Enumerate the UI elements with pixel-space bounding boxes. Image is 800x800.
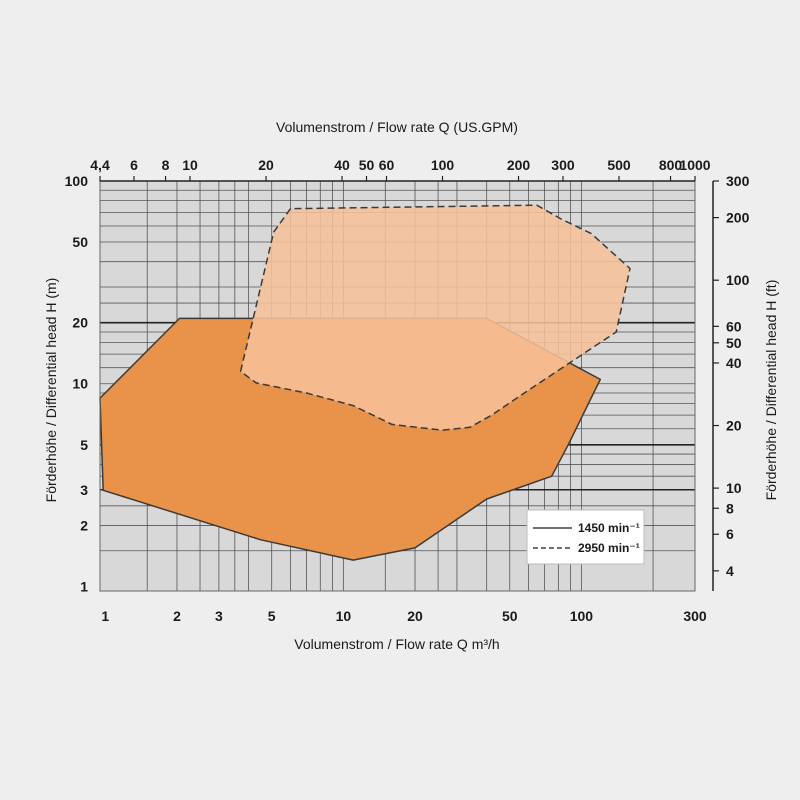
- left-axis-title: Förderhöhe / Differential head H (m): [43, 278, 59, 503]
- x2-tick-label: 10: [182, 157, 198, 173]
- x-tick-label: 1: [101, 608, 109, 624]
- x-tick-label: 3: [215, 608, 223, 624]
- y2-tick-label: 20: [726, 418, 742, 434]
- x2-tick-label: 100: [431, 157, 455, 173]
- y-tick-label: 1: [80, 578, 88, 594]
- x-tick-label: 5: [268, 608, 276, 624]
- y2-tick-label: 10: [726, 480, 742, 496]
- legend-label-1450: 1450 min⁻¹: [578, 521, 640, 535]
- y2-tick-label: 4: [726, 563, 734, 579]
- y2-tick-label: 300: [726, 173, 750, 189]
- y-tick-label: 100: [65, 173, 89, 189]
- x-tick-label: 2: [173, 608, 181, 624]
- x2-tick-label: 300: [551, 157, 575, 173]
- y-tick-label: 5: [80, 437, 88, 453]
- y-tick-label: 3: [80, 482, 88, 498]
- x2-tick-label: 500: [607, 157, 631, 173]
- x-tick-label: 100: [570, 608, 594, 624]
- x2-tick-label: 8: [162, 157, 170, 173]
- x-tick-label: 20: [407, 608, 423, 624]
- x2-tick-label: 800: [659, 157, 683, 173]
- x2-tick-label: 60: [379, 157, 395, 173]
- x-tick-label: 50: [502, 608, 518, 624]
- y-tick-label: 20: [72, 315, 88, 331]
- bottom-axis-title: Volumenstrom / Flow rate Q m³/h: [294, 636, 499, 652]
- right-axis-title: Förderhöhe / Differential head H (ft): [763, 280, 779, 501]
- y2-tick-label: 6: [726, 526, 734, 542]
- y2-tick-label: 60: [726, 318, 742, 334]
- x2-tick-label: 40: [334, 157, 350, 173]
- x2-tick-label: 50: [359, 157, 375, 173]
- y2-tick-label: 50: [726, 335, 742, 351]
- top-axis-title: Volumenstrom / Flow rate Q (US.GPM): [276, 119, 518, 135]
- legend-box: [526, 509, 645, 565]
- y2-tick-label: 100: [726, 272, 750, 288]
- x2-tick-label: 20: [258, 157, 274, 173]
- x2-tick-label: 1000: [679, 157, 710, 173]
- x2-tick-label: 4,4: [90, 157, 110, 173]
- y-tick-label: 10: [72, 376, 88, 392]
- legend: 1450 min⁻¹ 2950 min⁻¹: [526, 509, 645, 565]
- y2-tick-label: 8: [726, 500, 734, 516]
- x-tick-label: 300: [683, 608, 707, 624]
- x-tick-label: 10: [336, 608, 352, 624]
- x2-tick-label: 6: [130, 157, 138, 173]
- y-tick-label: 2: [80, 517, 88, 533]
- y2-tick-label: 200: [726, 210, 750, 226]
- series-area-2950: [239, 204, 631, 431]
- y2-tick-label: 40: [726, 355, 742, 371]
- legend-label-2950: 2950 min⁻¹: [578, 541, 640, 555]
- y-tick-label: 50: [72, 234, 88, 250]
- series-areas: [99, 204, 631, 561]
- x2-tick-label: 200: [507, 157, 531, 173]
